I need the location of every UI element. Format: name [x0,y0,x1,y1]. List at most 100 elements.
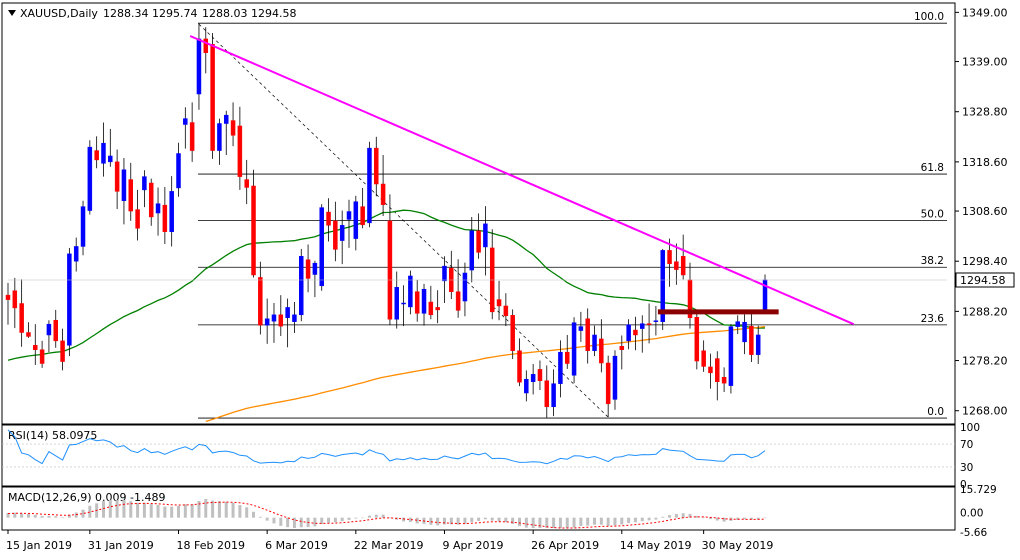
candle-body [544,380,550,408]
macd-histogram-bar [26,513,30,518]
candle-body [605,362,611,405]
candle [633,316,638,351]
candle-body [701,350,706,367]
candle-body [578,326,584,331]
candle [715,351,720,401]
candle [80,200,86,256]
candle-body [571,322,577,376]
candle-body [715,358,720,382]
macd-histogram-bar [402,517,406,522]
candle-body [476,230,481,253]
drawing-objects[interactable] [8,35,947,326]
candle [251,169,256,278]
candle [264,298,270,344]
date-axis-label: 15 Jan 2019 [6,539,72,552]
candle-body [258,277,263,326]
candle-body [53,319,58,342]
candle [53,309,58,348]
macd-histogram-bar [497,517,501,522]
candle-body [667,250,672,264]
fib-level-label: 0.0 [927,406,944,418]
candle [708,353,713,389]
macd-histogram-bar [183,504,187,518]
candle [503,293,509,327]
descending-trendline[interactable] [189,35,855,326]
macd-histogram-bar [470,517,474,522]
macd-histogram-bar [715,517,719,521]
macd-histogram-bar [436,517,440,526]
candle-body [60,340,65,362]
candle-body [210,44,215,151]
macd-histogram-bar [599,517,603,525]
macd-histogram-bar [252,511,256,518]
candle [326,198,331,242]
candle-body [264,318,270,326]
candle-body [128,179,134,212]
candle-body [612,355,618,400]
macd-histogram-bar [61,517,65,518]
rsi-indicator: 100 70 30 0 [2,422,980,491]
candle-body [333,220,338,250]
ohlc-close: 1294.58 [251,7,297,20]
candle [60,328,65,371]
macd-histogram-bar [156,504,160,518]
macd-histogram-bar [654,517,658,520]
candle [278,295,284,336]
macd-histogram-bar [606,517,610,526]
candle-body [353,201,359,239]
rsi-line [7,429,766,465]
macd-histogram-bar [442,517,446,525]
fib-anchor-dashed-line[interactable] [198,23,609,418]
macd-histogram-bar [136,502,140,518]
macd-histogram-bar [122,499,126,518]
macd-title: MACD(12,26,9) 0.009 -1.489 [8,491,166,504]
macd-histogram-bar [320,517,324,525]
candle-body [87,146,93,211]
price-axis-label: 1288.20 [962,305,1008,318]
candle-body [510,315,515,351]
candle [155,187,161,236]
candle-body [292,314,297,322]
candle [476,213,481,259]
candle-body [530,374,536,382]
candle [599,319,604,373]
candle-body [374,147,379,185]
moving-averages [7,209,766,423]
candle [46,320,52,353]
macd-histogram-bar [668,515,672,518]
candle [408,270,413,315]
rsi-scale-label: 100 [960,422,980,434]
candle [183,107,188,149]
macd-histogram-bar [749,517,753,520]
candle [462,262,468,317]
candle-body [203,38,209,53]
dropdown-triangle-icon[interactable] [8,10,16,16]
macd-histogram-bar [245,507,249,518]
candle-body [680,256,686,276]
macd-histogram-bar [565,517,569,528]
candle-body [12,290,18,309]
macd-histogram-bar [633,517,637,523]
rsi-title: RSI(14) 58.0975 [8,429,97,442]
candle [333,201,338,262]
candle-body [435,307,440,311]
macd-histogram-bar [347,517,351,520]
candle-body [33,345,38,350]
candle-body [114,161,120,192]
date-axis-label: 9 Apr 2019 [442,539,503,552]
candle [223,110,229,155]
rsi-scale-label: 0 [960,479,967,491]
candle [571,317,577,384]
candle-body [244,179,249,188]
candle-body [524,378,529,394]
macd-histogram-bar [265,517,269,521]
candle-body [551,383,556,408]
macd-histogram-bar [354,517,358,519]
macd-histogram-bar [620,517,624,525]
macd-histogram-bar [224,501,228,518]
macd-histogram-bar [292,517,296,528]
macd-histogram-bar [524,517,528,528]
candle [148,178,154,226]
macd-histogram-bar [67,514,71,518]
candle-body [196,38,202,95]
